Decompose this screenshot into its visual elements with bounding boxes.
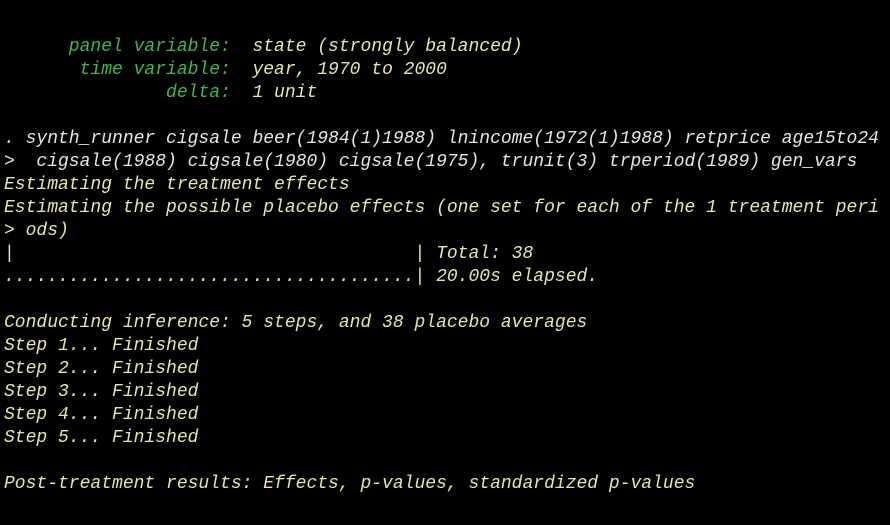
time-variable-value: year, 1970 to 2000: [230, 60, 447, 80]
progress-bar: ......................................| …: [4, 267, 599, 287]
xtset-panel-line: panel variable: state (strongly balanced…: [4, 36, 879, 59]
step-line: Step 3... Finished: [4, 382, 199, 402]
progress-header: | | Total: 38: [4, 244, 534, 264]
step-line: Step 4... Finished: [4, 405, 199, 425]
xtset-delta-line: delta: 1 unit: [4, 82, 879, 105]
blank-line: [4, 450, 879, 473]
time-variable-label: time variable:: [4, 60, 231, 80]
panel-variable-label: panel variable:: [4, 37, 231, 57]
xtset-time-line: time variable: year, 1970 to 2000: [4, 59, 879, 82]
output-line: Post-treatment results: Effects, p-value…: [4, 474, 696, 494]
output-line: Conducting inference: 5 steps, and 38 pl…: [4, 313, 588, 333]
step-line: Step 2... Finished: [4, 359, 199, 379]
delta-label: delta:: [4, 83, 231, 103]
stata-results-window: panel variable: state (strongly balanced…: [4, 36, 879, 496]
blank-line: [4, 289, 879, 312]
step-line: Step 1... Finished: [4, 336, 199, 356]
output-line: Estimating the possible placebo effects …: [4, 198, 879, 218]
step-line: Step 5... Finished: [4, 428, 199, 448]
command-line: . synth_runner cigsale beer(1984(1)1988)…: [4, 129, 879, 149]
panel-variable-value: state (strongly balanced): [230, 37, 523, 57]
command-continuation-line: > cigsale(1988) cigsale(1980) cigsale(19…: [4, 152, 858, 172]
output-line: Estimating the treatment effects: [4, 175, 350, 195]
delta-value: 1 unit: [230, 83, 318, 103]
blank-line: [4, 105, 879, 128]
output-line: > ods): [4, 221, 69, 241]
